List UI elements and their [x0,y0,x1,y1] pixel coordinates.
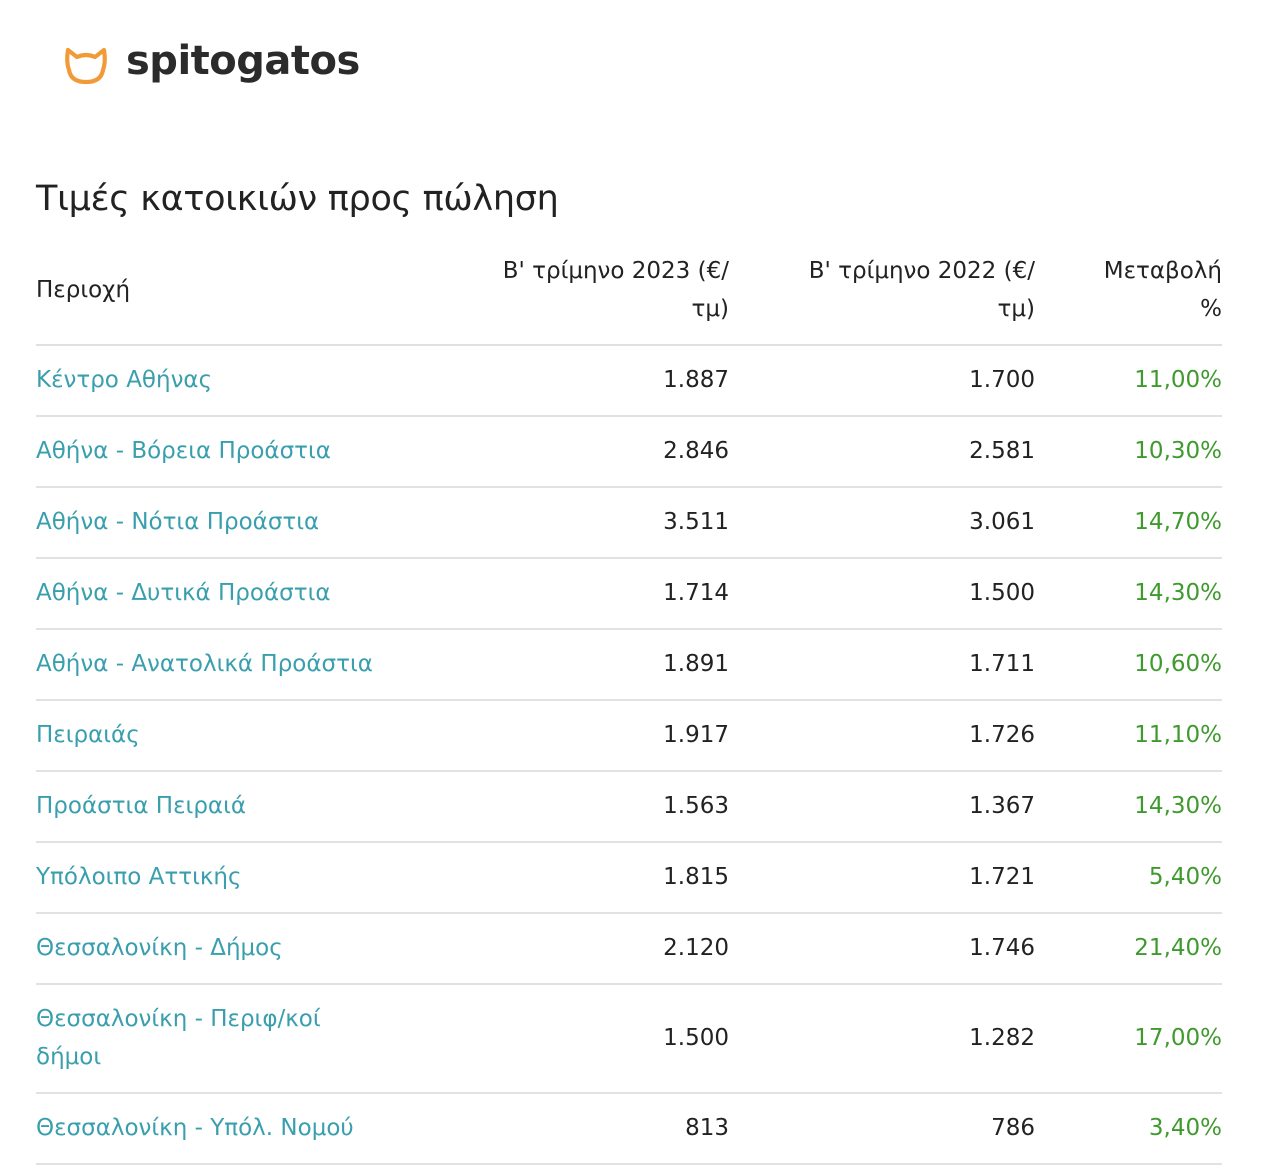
price-2022-cell: 1.700 [729,345,1035,417]
price-2023-cell: 813 [434,1093,729,1165]
price-2022-cell: 1.500 [729,558,1035,630]
price-2023-cell: 1.815 [434,842,729,914]
header-area-label: Περιοχή [36,277,131,303]
header-q2-2022-label: Β' τρίμηνο 2022 (€/τμ) [808,258,1035,322]
area-link[interactable]: Θεσσαλονίκη - Περιφ/κοί δήμοι [36,1006,321,1070]
table-row: Αθήνα - Νότια Προάστια 3.511 3.061 14,70… [36,487,1222,559]
area-link[interactable]: Θεσσαλονίκη - Υπόλ. Νομού [36,1115,354,1141]
price-2022-cell: 1.726 [729,700,1035,772]
table-row: Αθήνα - Βόρεια Προάστια 2.846 2.581 10,3… [36,416,1222,488]
table-row: Αθήνα - Ανατολικά Προάστια 1.891 1.711 1… [36,629,1222,701]
price-2022-cell: 1.367 [729,771,1035,843]
header-change: Μεταβολή % [1035,250,1222,346]
area-link[interactable]: Αθήνα - Ανατολικά Προάστια [36,651,373,677]
area-link[interactable]: Αθήνα - Βόρεια Προάστια [36,438,331,464]
page-title: Τιμές κατοικιών προς πώληση [36,179,559,219]
table-row: Θεσσαλονίκη - Περιφ/κοί δήμοι 1.500 1.28… [36,984,1222,1094]
price-2022-cell: 786 [729,1093,1035,1165]
area-link[interactable]: Κέντρο Αθήνας [36,367,213,393]
table-row: Προάστια Πειραιά 1.563 1.367 14,30% [36,771,1222,843]
area-link[interactable]: Αθήνα - Νότια Προάστια [36,509,320,535]
table-row: Θεσσαλονίκη - Υπόλ. Νομού 813 786 3,40% [36,1093,1222,1165]
table-row: Θεσσαλονίκη - Δήμος 2.120 1.746 21,40% [36,913,1222,985]
price-2023-cell: 1.891 [434,629,729,701]
area-cell: Υπόλοιπο Αττικής [36,842,434,914]
table-row: Αθήνα - Δυτικά Προάστια 1.714 1.500 14,3… [36,558,1222,630]
change-cell: 17,00% [1035,984,1222,1094]
price-2022-cell: 1.282 [729,984,1035,1094]
brand-logo[interactable]: spitogatos [60,38,360,90]
change-cell: 14,30% [1035,771,1222,843]
area-link[interactable]: Προάστια Πειραιά [36,793,247,819]
change-cell: 10,30% [1035,416,1222,488]
change-cell: 10,60% [1035,629,1222,701]
price-2022-cell: 2.581 [729,416,1035,488]
price-2023-cell: 1.563 [434,771,729,843]
table-header: Περιοχή Β' τρίμηνο 2023 (€/τμ) Β' τρίμην… [36,250,1222,346]
area-cell: Θεσσαλονίκη - Περιφ/κοί δήμοι [36,984,434,1094]
area-cell: Θεσσαλονίκη - Υπόλ. Νομού [36,1093,434,1165]
price-2023-cell: 1.500 [434,984,729,1094]
header-q2-2023-label: Β' τρίμηνο 2023 (€/τμ) [502,258,729,322]
price-2023-cell: 1.714 [434,558,729,630]
change-cell: 3,40% [1035,1093,1222,1165]
price-2022-cell: 1.721 [729,842,1035,914]
table-header-row: Περιοχή Β' τρίμηνο 2023 (€/τμ) Β' τρίμην… [36,250,1222,346]
price-2022-cell: 3.061 [729,487,1035,559]
area-cell: Πειραιάς [36,700,434,772]
area-link[interactable]: Υπόλοιπο Αττικής [36,864,242,890]
area-link[interactable]: Θεσσαλονίκη - Δήμος [36,935,283,961]
area-cell: Προάστια Πειραιά [36,771,434,843]
price-2023-cell: 2.846 [434,416,729,488]
table-row: Υπόλοιπο Αττικής 1.815 1.721 5,40% [36,842,1222,914]
change-cell: 11,00% [1035,345,1222,417]
header-q2-2023: Β' τρίμηνο 2023 (€/τμ) [434,250,729,346]
area-cell: Θεσσαλονίκη - Δήμος [36,913,434,985]
cat-head-icon [65,47,107,85]
change-cell: 14,30% [1035,558,1222,630]
area-link[interactable]: Πειραιάς [36,722,140,748]
area-cell: Αθήνα - Δυτικά Προάστια [36,558,434,630]
change-cell: 5,40% [1035,842,1222,914]
area-cell: Κέντρο Αθήνας [36,345,434,417]
price-2023-cell: 1.917 [434,700,729,772]
price-2023-cell: 3.511 [434,487,729,559]
table-row: Πειραιάς 1.917 1.726 11,10% [36,700,1222,772]
change-cell: 11,10% [1035,700,1222,772]
area-cell: Αθήνα - Νότια Προάστια [36,487,434,559]
area-cell: Αθήνα - Βόρεια Προάστια [36,416,434,488]
change-cell: 14,70% [1035,487,1222,559]
price-table: Περιοχή Β' τρίμηνο 2023 (€/τμ) Β' τρίμην… [36,250,1222,1165]
area-link[interactable]: Αθήνα - Δυτικά Προάστια [36,580,331,606]
header-change-label: Μεταβολή % [1103,258,1222,322]
price-2023-cell: 2.120 [434,913,729,985]
brand-name: spitogatos [126,38,360,84]
change-cell: 21,40% [1035,913,1222,985]
area-cell: Αθήνα - Ανατολικά Προάστια [36,629,434,701]
price-2023-cell: 1.887 [434,345,729,417]
header-area: Περιοχή [36,250,434,346]
table-body: Κέντρο Αθήνας 1.887 1.700 11,00% Αθήνα -… [36,345,1222,1165]
table-row: Κέντρο Αθήνας 1.887 1.700 11,00% [36,345,1222,417]
header-q2-2022: Β' τρίμηνο 2022 (€/τμ) [729,250,1035,346]
price-2022-cell: 1.746 [729,913,1035,985]
price-2022-cell: 1.711 [729,629,1035,701]
